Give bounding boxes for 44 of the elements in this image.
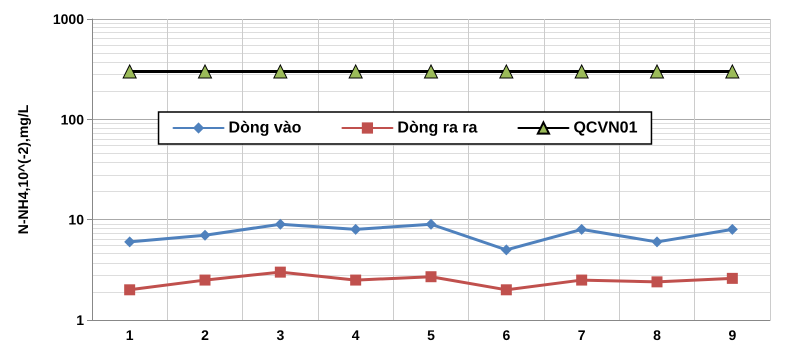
- point: [348, 64, 363, 78]
- point: [200, 230, 210, 241]
- point: [576, 224, 588, 235]
- y-axis-title: N-NH4,10^(-2),mg/L: [15, 104, 31, 234]
- legend-label: QCVN01: [573, 120, 638, 136]
- point: [652, 276, 662, 288]
- x-tick-label: 4: [352, 327, 360, 343]
- point: [426, 218, 436, 230]
- point: [726, 224, 738, 235]
- point: [726, 272, 738, 284]
- point: [576, 274, 588, 286]
- x-tick-label: 6: [502, 327, 510, 343]
- point: [122, 64, 137, 78]
- point: [200, 274, 210, 286]
- point: [274, 218, 286, 230]
- point: [424, 64, 438, 78]
- point: [574, 64, 589, 78]
- x-tick-label: 5: [427, 327, 436, 343]
- y-tick-label: 1000: [52, 11, 84, 27]
- point: [198, 64, 212, 78]
- x-tick-label: 8: [653, 327, 662, 343]
- y-tick-label: 1: [76, 312, 84, 328]
- point: [350, 224, 362, 235]
- legend-label: Dòng vào: [228, 120, 302, 136]
- point: [426, 271, 436, 282]
- point: [124, 284, 136, 296]
- y-tick-label: 10: [68, 212, 84, 228]
- x-tick-label: 1: [126, 327, 134, 343]
- point: [650, 64, 664, 78]
- point: [350, 274, 362, 286]
- point: [725, 64, 740, 78]
- point: [274, 266, 286, 278]
- point: [500, 244, 512, 256]
- x-tick-label: 7: [578, 327, 586, 343]
- point: [124, 236, 136, 248]
- x-tick-label: 9: [728, 327, 736, 343]
- point: [273, 64, 288, 78]
- x-tick-label: 3: [276, 327, 284, 343]
- point: [652, 236, 662, 248]
- point: [500, 284, 512, 296]
- x-tick-label: 2: [201, 327, 210, 343]
- y-tick-label: 100: [60, 111, 84, 128]
- legend-label: Dòng ra ra: [397, 120, 478, 136]
- point: [499, 64, 514, 78]
